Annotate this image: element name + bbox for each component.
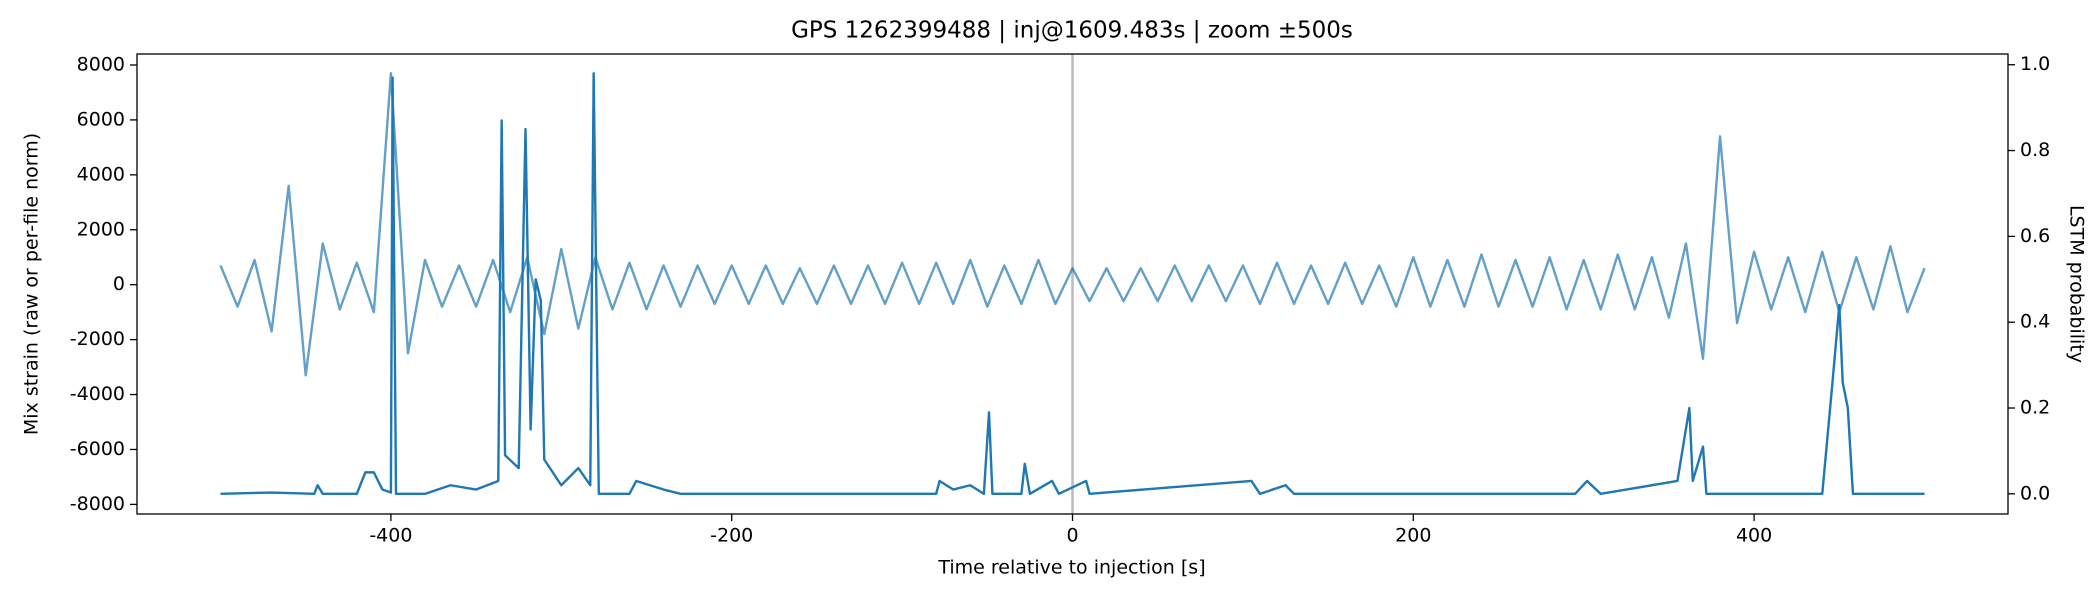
y2-tick-label: 1.0 <box>2020 53 2050 75</box>
y-tick-label: 8000 <box>77 53 125 75</box>
x-tick-label: -200 <box>710 525 753 547</box>
chart-title: GPS 1262399488 | inj@1609.483s | zoom ±5… <box>791 18 1353 44</box>
y-tick-label: 2000 <box>77 218 125 240</box>
y-tick-label: 4000 <box>77 163 125 185</box>
x-axis-label: Time relative to injection [s] <box>937 557 1205 579</box>
y2-tick-label: 0.6 <box>2020 225 2050 247</box>
y2-tick-label: 0.2 <box>2020 397 2050 419</box>
y-axis-label: Mix strain (raw or per-file norm) <box>21 133 43 435</box>
y-tick-label: -8000 <box>70 493 125 515</box>
plot-frame <box>136 53 2009 515</box>
x-tick-label: -400 <box>369 525 412 547</box>
y-tick-label: -4000 <box>70 383 125 405</box>
x-tick-label: 200 <box>1395 525 1431 547</box>
y2-tick-label: 0.8 <box>2020 139 2050 161</box>
series-line <box>220 72 1925 496</box>
y-tick-label: -6000 <box>70 438 125 460</box>
y-tick-label: 6000 <box>77 108 125 130</box>
x-tick-label: 400 <box>1736 525 1772 547</box>
y-tick-label: 0 <box>113 273 125 295</box>
y2-axis-label: LSTM probability <box>2066 205 2088 363</box>
y-tick-label: -2000 <box>70 328 125 350</box>
y2-tick-label: 0.0 <box>2020 482 2050 504</box>
x-tick-label: 0 <box>1066 525 1078 547</box>
y2-tick-label: 0.4 <box>2020 311 2050 333</box>
